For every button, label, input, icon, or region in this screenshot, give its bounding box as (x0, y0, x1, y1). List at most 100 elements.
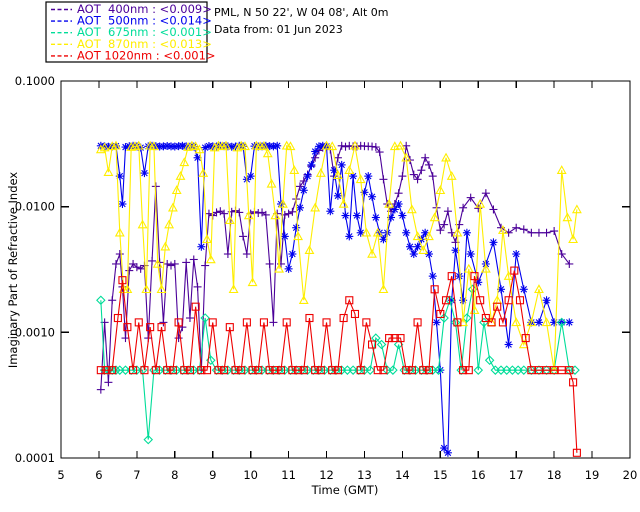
data-point-square (350, 309, 360, 319)
legend-label[interactable]: AOT 400nm : <0.009> (77, 2, 212, 16)
data-point-plus (375, 148, 384, 157)
data-point-square (493, 302, 502, 311)
data-point-asterisk (311, 147, 320, 156)
data-point-triangle (310, 202, 321, 212)
data-point-plus (223, 250, 232, 259)
data-point-square (276, 366, 286, 375)
data-point-square (271, 366, 280, 375)
data-point-square (441, 296, 451, 305)
data-point-triangle (262, 148, 273, 158)
data-point-square (424, 366, 434, 375)
data-point-asterisk (273, 141, 282, 150)
data-point-triangle (372, 227, 383, 237)
data-point-triangle (221, 140, 231, 150)
x-tick-label: 20 (623, 468, 638, 482)
data-point-plus (288, 207, 297, 216)
data-point-square (102, 366, 111, 375)
data-point-asterisk (337, 160, 346, 169)
data-point-square (248, 366, 257, 375)
data-point-plus (112, 259, 121, 268)
y-tick-label: 0.0010 (15, 325, 55, 339)
data-point-asterisk (341, 211, 350, 220)
data-point-square (220, 366, 229, 375)
data-point-plus (284, 209, 293, 218)
data-point-triangle (198, 167, 209, 177)
data-point-square (339, 313, 348, 323)
data-point-square (157, 323, 166, 332)
data-point-asterisk (303, 172, 312, 181)
data-point-square (123, 323, 132, 332)
data-point-square (225, 323, 234, 332)
x-tick-label: 6 (95, 468, 102, 482)
data-point-diamond (519, 365, 529, 375)
data-point-plus (182, 258, 191, 267)
data-point-triangle (194, 144, 205, 154)
data-point-triangle (289, 165, 300, 174)
data-point-plus (333, 153, 342, 162)
y-tick-label: 0.0100 (15, 200, 55, 214)
legend[interactable]: AOT 400nm : <0.009>AOT 500nm : <0.014>AO… (45, 1, 216, 63)
data-point-square (322, 318, 331, 327)
data-point-plus (269, 318, 278, 327)
data-point-square (151, 366, 160, 375)
data-point-square (146, 323, 155, 332)
data-point-diamond (376, 339, 387, 350)
data-point-asterisk (345, 232, 354, 241)
data-point-asterisk (440, 444, 449, 453)
data-point-asterisk (288, 250, 297, 259)
data-point-triangle (395, 140, 406, 150)
x-tick-label: 14 (395, 468, 410, 482)
data-point-triangle (141, 284, 152, 294)
data-point-triangle (315, 167, 326, 177)
data-point-diamond (388, 365, 398, 375)
data-point-asterisk (451, 246, 460, 255)
data-point-triangle (175, 170, 186, 180)
data-point-triangle (418, 245, 429, 254)
data-point-plus (242, 250, 251, 259)
data-series-group (95, 140, 582, 457)
data-point-asterisk (405, 242, 414, 251)
header-date-line: Data from: 01 Jun 2023 (214, 23, 343, 36)
data-point-square (185, 366, 195, 375)
data-point-plus (421, 153, 430, 162)
axis-ticks: 5 6 7 8 9 10 11 12 13 14 15 16 17 18 19 20 0.0001 0.0010 0… (15, 74, 638, 482)
data-point-asterisk (352, 211, 361, 220)
data-point-triangle (441, 152, 451, 162)
data-point-triangle (378, 284, 389, 294)
legend-label[interactable]: AOT 675nm : <0.001> (77, 25, 212, 39)
data-point-square (430, 285, 439, 294)
legend-label[interactable]: AOT 870nm : <0.013> (77, 37, 212, 51)
data-point-triangle (152, 258, 163, 268)
data-point-triangle (446, 170, 457, 180)
data-point-square (481, 313, 490, 323)
series-line (100, 270, 578, 453)
data-point-asterisk (379, 235, 388, 244)
data-point-triangle (247, 277, 258, 287)
data-point-triangle (338, 198, 349, 208)
data-point-square (118, 276, 127, 285)
data-point-plus (459, 203, 468, 212)
data-point-square (379, 366, 388, 375)
data-point-triangle (232, 142, 243, 152)
data-point-plus (466, 193, 475, 202)
data-point-triangle (304, 245, 315, 254)
data-point-asterisk (512, 250, 521, 259)
data-point-asterisk (424, 250, 433, 259)
data-point-square (328, 366, 337, 375)
data-point-square (527, 366, 536, 375)
data-point-asterisk (299, 186, 308, 195)
data-point-square (311, 366, 320, 375)
legend-label[interactable]: AOT 500nm : <0.014> (77, 14, 212, 28)
data-point-triangle (228, 284, 239, 294)
data-point-plus (254, 209, 263, 218)
data-point-triangle (240, 141, 250, 151)
data-point-plus (136, 264, 145, 273)
data-point-triangle (361, 227, 372, 237)
legend-label[interactable]: AOT 1020nm : <0.001> (77, 48, 216, 62)
data-point-asterisk (443, 448, 452, 457)
data-point-diamond (439, 313, 449, 323)
data-point-triangle (562, 212, 573, 222)
data-point-plus (413, 175, 422, 184)
data-point-diamond (200, 313, 210, 323)
data-point-plus (204, 209, 213, 218)
